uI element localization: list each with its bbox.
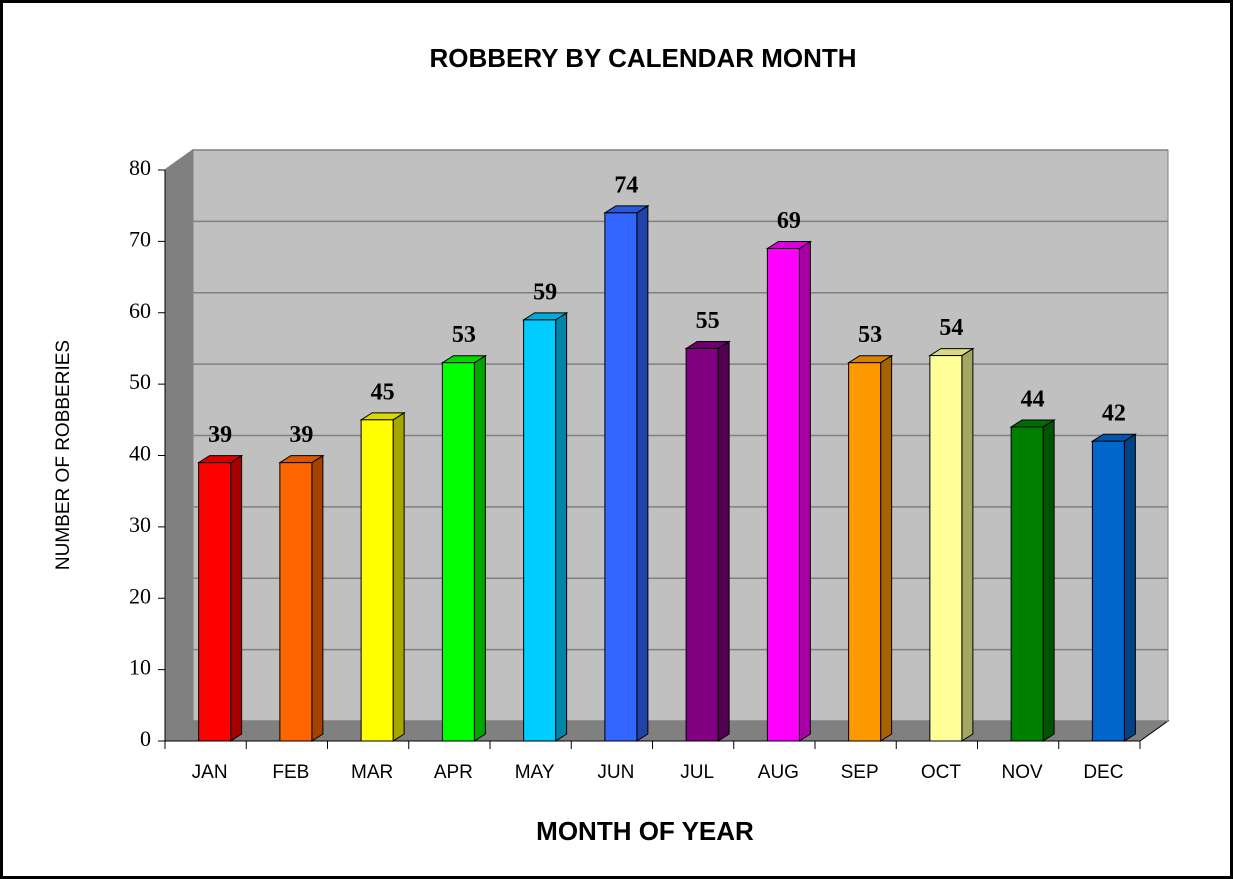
x-tick-label: JAN: [192, 762, 228, 783]
bar: [1010, 426, 1044, 742]
bar-side: [636, 204, 649, 742]
bar-side: [880, 354, 893, 742]
bar-side: [717, 340, 730, 742]
bar: [360, 419, 394, 742]
x-tick-label: OCT: [921, 762, 962, 783]
value-label: 39: [289, 422, 313, 448]
bar-side: [798, 240, 811, 742]
grid-line: [164, 720, 1168, 742]
bar-side: [961, 347, 974, 742]
y-tick-label: 40: [129, 441, 151, 466]
bar: [848, 362, 882, 742]
value-label: 53: [858, 322, 882, 348]
y-tick-label: 30: [129, 512, 151, 537]
grid-line: [164, 434, 1168, 457]
grid-line: [164, 149, 1168, 171]
x-tick-label: FEB: [272, 762, 309, 783]
bar: [685, 347, 719, 742]
value-label: 39: [208, 422, 232, 448]
bar-side: [555, 311, 568, 742]
y-tick-label: 70: [129, 226, 151, 251]
grid-line: [164, 648, 1168, 671]
value-label: 53: [452, 322, 476, 348]
chart-title: ROBBERY BY CALENDAR MONTH: [429, 43, 856, 73]
bar: [929, 355, 963, 742]
bar-side: [1123, 433, 1136, 742]
bar-side: [1042, 419, 1055, 742]
x-tick-label: DEC: [1083, 762, 1123, 783]
y-tick-label: 60: [129, 298, 151, 323]
bar-side: [473, 354, 486, 742]
y-tick-label: 0: [140, 726, 151, 751]
bar: [441, 362, 475, 742]
x-tick-label: JUL: [680, 762, 714, 783]
value-label: 69: [777, 208, 801, 234]
grid-line: [164, 577, 1168, 599]
x-tick-label: APR: [434, 762, 473, 783]
x-tick-label: SEP: [841, 762, 879, 783]
bar-side: [311, 454, 324, 742]
y-axis-title: NUMBER OF ROBBERIES: [53, 340, 74, 570]
bar: [766, 248, 800, 742]
value-label: 54: [939, 315, 963, 341]
value-label: 74: [614, 172, 638, 198]
x-axis-title: MONTH OF YEAR: [536, 816, 754, 846]
x-tick-label: MAY: [515, 762, 555, 783]
y-tick-label: 50: [129, 369, 151, 394]
grid-line: [164, 363, 1168, 385]
value-label: 55: [696, 308, 720, 334]
value-label: 45: [371, 379, 395, 405]
bar-side: [392, 411, 405, 742]
x-tick-label: JUN: [597, 762, 634, 783]
value-label: 44: [1021, 386, 1045, 412]
bar-side: [230, 454, 243, 742]
y-tick-label: 10: [129, 655, 151, 680]
grid-line: [164, 220, 1168, 242]
bar: [1091, 440, 1125, 742]
bar: [198, 462, 232, 742]
value-label: 59: [533, 279, 557, 305]
grid-line: [164, 292, 1168, 314]
grid-line: [164, 506, 1168, 528]
y-tick-label: 20: [129, 583, 151, 608]
y-tick-label: 80: [129, 155, 151, 180]
value-label: 42: [1102, 401, 1126, 427]
bar: [523, 319, 557, 742]
x-tick-label: NOV: [1002, 762, 1044, 783]
x-tick-label: MAR: [351, 762, 393, 783]
x-tick-label: AUG: [758, 762, 799, 783]
bar: [279, 462, 313, 742]
bar: [604, 212, 638, 742]
